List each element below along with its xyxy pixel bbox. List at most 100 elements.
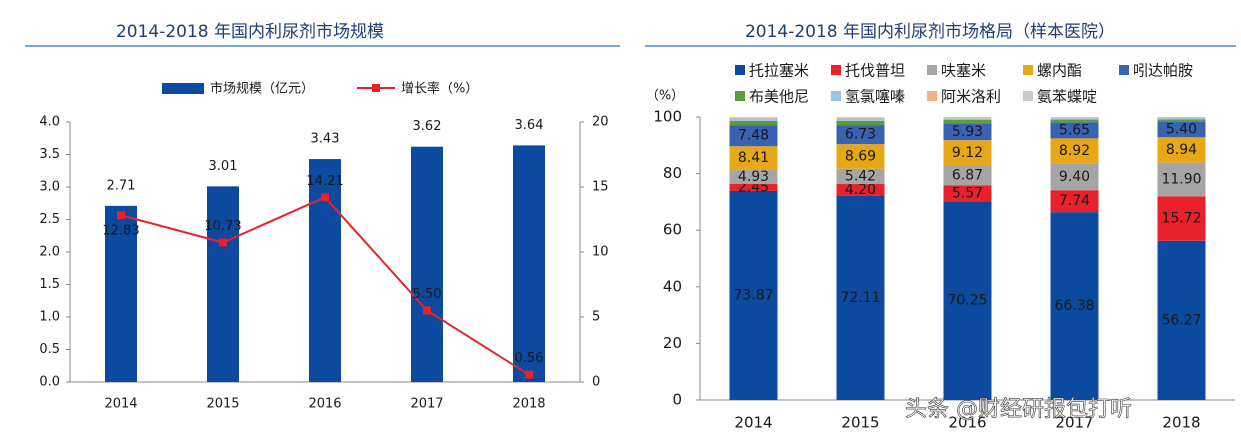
bar-segment bbox=[943, 185, 992, 202]
y-tick-label: 2.5 bbox=[39, 212, 60, 227]
bar-segment bbox=[943, 117, 992, 119]
bar-segment bbox=[836, 117, 885, 119]
y-tick-label: 2.0 bbox=[39, 245, 60, 260]
marker bbox=[321, 193, 329, 202]
bar-segment bbox=[943, 201, 992, 400]
bar-segment bbox=[729, 118, 778, 121]
x-tick-label: 2016 bbox=[308, 397, 341, 412]
x-tick-label: 2015 bbox=[206, 397, 239, 412]
bar-segment bbox=[836, 184, 885, 196]
bar-segment bbox=[729, 146, 778, 171]
y2-tick-label: 20 bbox=[592, 115, 609, 130]
marker bbox=[525, 370, 533, 379]
data-label: 14.21 bbox=[306, 174, 343, 189]
data-label: 10.73 bbox=[204, 219, 241, 234]
bar-segment bbox=[1157, 117, 1206, 119]
x-tick-label: 2016 bbox=[948, 414, 986, 432]
y-tick-label: 1.0 bbox=[39, 310, 60, 325]
bar-segment bbox=[1157, 196, 1206, 241]
data-label: 5.50 bbox=[413, 287, 442, 302]
x-tick-label: 2018 bbox=[512, 397, 545, 412]
data-label: 5.57 bbox=[952, 185, 983, 201]
data-label: 7.74 bbox=[1059, 193, 1090, 209]
y-tick-label: 100 bbox=[653, 108, 682, 126]
data-label: 4.20 bbox=[845, 182, 876, 198]
y2-tick-label: 0 bbox=[592, 375, 600, 390]
bar-segment bbox=[729, 184, 778, 191]
data-label: 66.38 bbox=[1054, 298, 1094, 314]
bar bbox=[411, 146, 443, 382]
legend-label: 增长率（%） bbox=[401, 81, 478, 97]
data-label: 3.62 bbox=[413, 119, 442, 134]
legend-swatch bbox=[927, 65, 937, 75]
data-label: 2.71 bbox=[107, 178, 136, 193]
legend-label: 氢氯噻嗪 bbox=[845, 88, 905, 106]
data-label: 0.56 bbox=[515, 351, 544, 366]
data-label: 6.73 bbox=[845, 127, 876, 143]
marker bbox=[219, 238, 227, 247]
legend-swatch bbox=[162, 83, 204, 94]
data-label: 5.93 bbox=[952, 124, 983, 140]
x-tick-label: 2014 bbox=[734, 414, 772, 432]
bar-segment bbox=[836, 118, 885, 121]
data-label: 4.93 bbox=[738, 169, 769, 185]
y2-tick-label: 15 bbox=[592, 180, 609, 195]
bar bbox=[309, 159, 341, 382]
bar-segment bbox=[1050, 122, 1099, 139]
bar-segment bbox=[836, 144, 885, 169]
bar-segment bbox=[1050, 117, 1099, 119]
data-label: 12.83 bbox=[102, 224, 139, 239]
x-tick-label: 2017 bbox=[1055, 414, 1093, 432]
legend-label: 托拉塞米 bbox=[749, 62, 809, 80]
data-label: 5.65 bbox=[1059, 122, 1090, 138]
data-label: 6.87 bbox=[952, 168, 983, 184]
bar-segment bbox=[729, 117, 778, 118]
data-label: 70.25 bbox=[947, 293, 987, 309]
legend-marker bbox=[372, 84, 380, 92]
data-label: 8.41 bbox=[738, 150, 769, 166]
marker bbox=[117, 211, 125, 220]
y-tick-label: 3.0 bbox=[39, 180, 60, 195]
x-tick-label: 2014 bbox=[104, 397, 137, 412]
bar bbox=[207, 186, 239, 382]
data-label: 3.01 bbox=[209, 159, 238, 174]
data-label: 8.94 bbox=[1166, 142, 1197, 158]
legend-swatch bbox=[735, 91, 745, 101]
bar-segment bbox=[1050, 190, 1099, 213]
chart-title: 2014-2018 年国内利尿剂市场格局（样本医院） bbox=[745, 22, 1115, 42]
bar-segment bbox=[1050, 138, 1099, 164]
data-label: 11.90 bbox=[1161, 171, 1201, 187]
y-tick-label: 80 bbox=[663, 164, 682, 182]
data-label: 3.43 bbox=[311, 132, 340, 147]
bar bbox=[105, 205, 137, 382]
legend-label: 螺内酯 bbox=[1037, 62, 1082, 80]
legend-swatch bbox=[831, 91, 841, 101]
bar-segment bbox=[943, 119, 992, 124]
legend-label: 市场规模（亿元） bbox=[210, 81, 314, 97]
bar-segment bbox=[943, 140, 992, 166]
bar-segment bbox=[1157, 119, 1206, 123]
legend-label: 阿米洛利 bbox=[941, 88, 1001, 106]
y-tick-label: 3.5 bbox=[39, 147, 60, 162]
data-label: 7.48 bbox=[738, 128, 769, 144]
data-label: 8.92 bbox=[1059, 143, 1090, 159]
bar-segment bbox=[1050, 118, 1099, 120]
data-label: 9.40 bbox=[1059, 169, 1090, 185]
y-tick-label: 40 bbox=[663, 277, 682, 295]
y-tick-label: 4.0 bbox=[39, 115, 60, 130]
legend-label: 布美他尼 bbox=[749, 88, 809, 106]
bar-segment bbox=[836, 168, 885, 185]
legend-swatch bbox=[1023, 91, 1033, 101]
data-label: 9.12 bbox=[952, 145, 983, 161]
data-label: 73.87 bbox=[733, 287, 773, 303]
legend-swatch bbox=[927, 91, 937, 101]
bar bbox=[513, 145, 545, 382]
legend-label: 氨苯蝶啶 bbox=[1037, 88, 1097, 106]
bar-segment bbox=[836, 117, 885, 118]
y-axis-label: （%） bbox=[646, 89, 684, 104]
bar-segment bbox=[1050, 117, 1099, 118]
legend-swatch bbox=[1023, 65, 1033, 75]
bar-segment bbox=[729, 117, 778, 119]
bar-segment bbox=[729, 170, 778, 185]
